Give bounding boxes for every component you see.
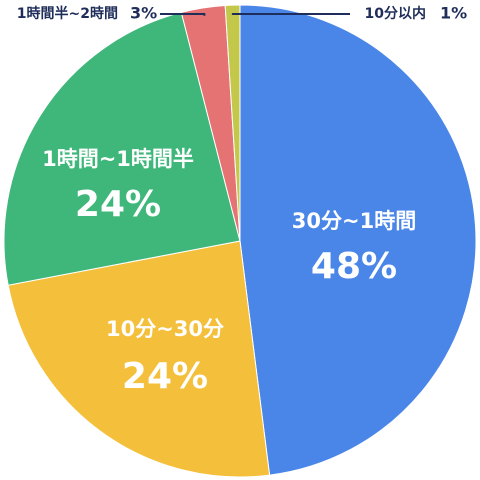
- pie-slice: [3, 11, 241, 286]
- leader-line: [160, 13, 206, 16]
- leader-line: [231, 13, 350, 15]
- slice-label: 1時間半~2時間: [17, 5, 118, 22]
- slice-label: 30分~1時間: [292, 209, 416, 233]
- slice-label: 1時間~1時間半: [42, 147, 194, 171]
- slice-value: 24%: [75, 184, 161, 225]
- pie-slice: [7, 240, 271, 478]
- slice-value: 24%: [122, 356, 208, 397]
- slice-label: 10分以内: [365, 5, 426, 22]
- slice-label: 10分~30分: [106, 317, 224, 341]
- slice-value: 48%: [311, 246, 397, 287]
- slice-value: 1%: [440, 4, 467, 23]
- pie-slice: [224, 4, 241, 242]
- pie-slice: [239, 4, 477, 476]
- slice-value: 3%: [130, 4, 157, 23]
